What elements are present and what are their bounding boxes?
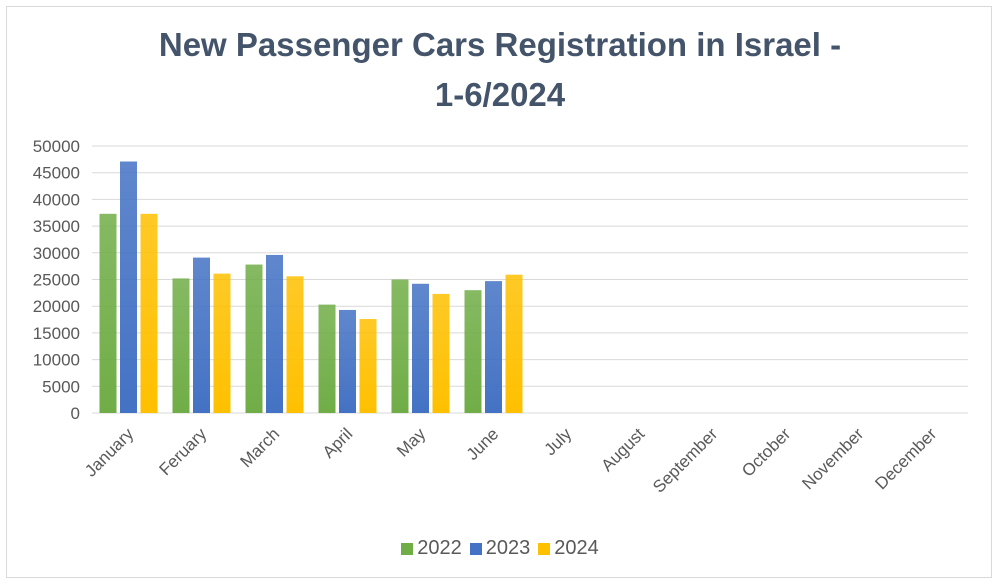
bar-2023-feruary — [193, 257, 210, 413]
bar-2022-march — [245, 264, 263, 413]
bar-2022-may — [391, 279, 409, 413]
bar-2024-feruary — [213, 273, 231, 413]
x-axis-labels: January Feruary March April May June July Augus… — [81, 424, 940, 497]
bar-2023-january — [120, 161, 137, 413]
bar-2024-january — [140, 213, 158, 413]
x-tick-label: December — [871, 424, 940, 493]
y-tick-label: 0 — [71, 404, 80, 423]
x-tick-label: March — [236, 424, 283, 471]
legend-item-2022: 2022 — [401, 537, 462, 560]
legend-item-2024: 2024 — [538, 537, 599, 560]
y-tick-label: 15000 — [33, 324, 80, 343]
y-tick-label: 30000 — [33, 244, 80, 263]
bar-2024-may — [432, 293, 450, 413]
bar-2023-april — [339, 309, 356, 413]
chart-title-line-2: 1-6/2024 — [434, 76, 566, 113]
legend-swatch — [538, 542, 551, 555]
x-tick-label: October — [738, 424, 794, 480]
y-tick-label: 5000 — [42, 377, 80, 396]
x-tick-label: Feruary — [155, 424, 210, 479]
bar-2022-april — [318, 304, 336, 413]
y-tick-label: 40000 — [33, 190, 80, 209]
legend-swatch — [469, 542, 482, 555]
bar-2023-june — [485, 281, 502, 413]
bar-2023-march — [266, 254, 283, 413]
chart-title-line-1: New Passenger Cars Registration in Israe… — [158, 26, 842, 63]
bars — [99, 161, 523, 413]
legend: 2022 2023 2024 — [0, 537, 1000, 561]
x-tick-label: January — [81, 424, 138, 481]
y-tick-label: 50000 — [33, 137, 80, 156]
bar-2022-feruary — [172, 278, 190, 413]
x-tick-label: August — [597, 424, 648, 475]
legend-label: 2024 — [554, 537, 599, 559]
x-tick-label: July — [541, 424, 576, 459]
bar-2024-march — [286, 276, 304, 413]
legend-swatch — [401, 542, 414, 555]
bar-2024-june — [505, 274, 523, 413]
chart-title: New Passenger Cars Registration in Israe… — [0, 20, 1000, 120]
bar-2022-january — [99, 213, 117, 413]
gridlines — [92, 145, 968, 414]
y-tick-label: 45000 — [33, 164, 80, 183]
y-tick-label: 20000 — [33, 297, 80, 316]
legend-label: 2022 — [417, 537, 462, 559]
legend-item-2023: 2023 — [469, 537, 531, 560]
bar-2022-june — [464, 290, 482, 413]
y-tick-label: 25000 — [33, 271, 80, 290]
bar-2023-may — [412, 283, 429, 413]
legend-label: 2023 — [485, 537, 531, 559]
y-tick-label: 10000 — [33, 351, 80, 370]
y-axis-ticks: 0 5000 10000 15000 20000 25000 30000 35000 40000… — [33, 137, 80, 423]
bar-2024-april — [359, 319, 377, 413]
x-tick-label: April — [319, 424, 356, 461]
x-tick-label: September — [649, 424, 721, 496]
x-tick-label: November — [798, 424, 867, 493]
x-tick-label: May — [393, 424, 429, 460]
x-tick-label: June — [463, 424, 503, 464]
y-tick-label: 35000 — [33, 217, 80, 236]
